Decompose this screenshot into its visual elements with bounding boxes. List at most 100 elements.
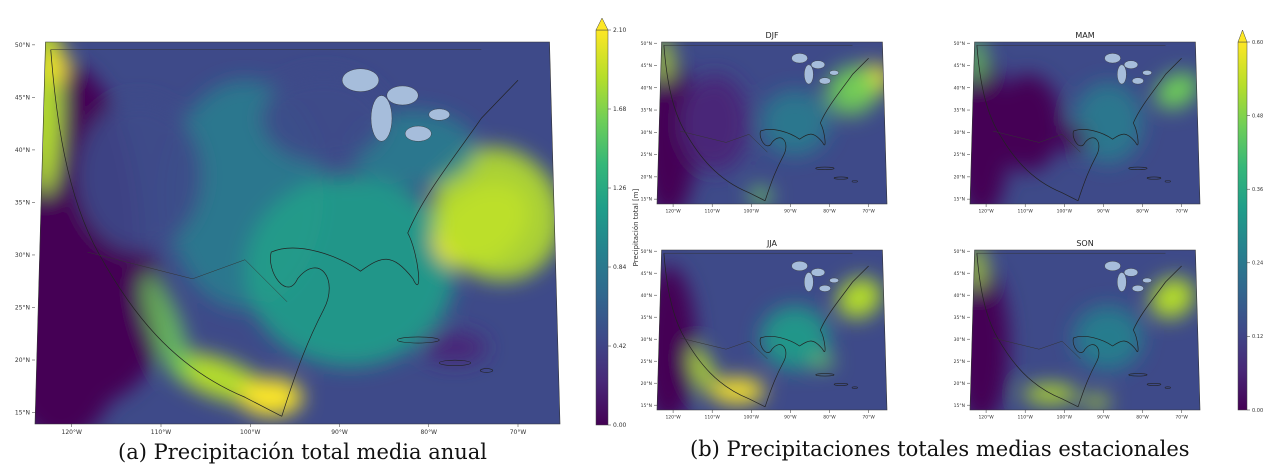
y-tick-label: 50°N: [15, 42, 30, 49]
coastline: [976, 45, 1182, 202]
precip-region: [709, 378, 766, 404]
precip-region: [970, 42, 984, 83]
lake: [404, 125, 432, 142]
precip-region: [970, 58, 1010, 204]
x-tick-label: 80°W: [420, 429, 437, 436]
lake: [791, 53, 808, 64]
colorbar-tick-label: 0.42: [613, 343, 627, 350]
panel-title: DJF: [765, 31, 779, 40]
map-frame: [34, 41, 561, 425]
island: [851, 180, 858, 183]
national-border: [87, 251, 288, 302]
precip-region: [970, 250, 984, 290]
colorbar-tick-label: 0.84: [613, 264, 627, 271]
x-tick-label: 90°W: [784, 209, 797, 215]
national-border: [992, 130, 1081, 153]
x-tick-label: 70°W: [1175, 415, 1188, 421]
colorbar-bar: [595, 29, 609, 426]
national-border: [992, 337, 1081, 359]
y-tick-label: 50°N: [954, 249, 965, 255]
seasonal-map-panels: 120°W 110°W 100°W 90°W 80°W 70°W 15°N 20°N 25°N 3…: [641, 31, 1201, 421]
seasonal-panel: 120°W 110°W 100°W 90°W 80°W 70°W 15°N 20°N 25°N 3…: [954, 239, 1201, 421]
colorbar-extend-arrow: [595, 17, 609, 31]
y-tick-label: 25°N: [15, 305, 30, 312]
colorbar-tick-label: 0.60: [1252, 40, 1263, 46]
precip-region: [691, 347, 715, 393]
lake: [829, 277, 839, 284]
x-tick-label: 100°W: [744, 209, 760, 215]
precip-region: [260, 72, 387, 165]
x-tick-label: 80°W: [1136, 415, 1149, 421]
precip-region: [1059, 126, 1088, 153]
precip-region: [35, 213, 167, 405]
y-tick-label: 40°N: [954, 85, 965, 91]
y-tick-label: 45°N: [641, 63, 652, 69]
precip-region: [1022, 384, 1079, 404]
lake: [829, 70, 839, 76]
y-tick-label: 40°N: [954, 293, 965, 299]
colorbar-tick-label: 2.10: [613, 27, 627, 34]
x-tick-label: 90°W: [784, 415, 797, 421]
y-tick-label: 45°N: [954, 271, 965, 277]
lake: [791, 261, 808, 272]
y-tick-label: 30°N: [641, 337, 652, 343]
y-tick-label: 25°N: [641, 359, 652, 365]
seasonal-colorbar: 0.000.120.240.360.480.60Precipitación to…: [1237, 29, 1263, 414]
annual-colorbar: 0.00 0.42 0.84 1.26 1.68 2.10 Precipitación to…: [595, 17, 640, 429]
precip-region: [657, 42, 671, 83]
island: [1146, 382, 1162, 386]
lake: [1104, 261, 1121, 272]
coastline: [663, 253, 869, 408]
x-tick-label: 100°W: [1057, 415, 1073, 421]
panel-title: SON: [1076, 239, 1093, 248]
y-tick-label: 15°N: [954, 197, 965, 203]
coastline: [976, 253, 1182, 408]
precip-region: [141, 274, 191, 383]
y-tick-label: 35°N: [641, 315, 652, 321]
y-tick-label: 15°N: [954, 403, 965, 409]
x-tick-label: 120°W: [978, 209, 994, 215]
precip-region: [35, 42, 62, 195]
y-tick-label: 25°N: [954, 359, 965, 365]
island: [851, 386, 858, 389]
island: [815, 166, 835, 170]
x-tick-label: 70°W: [1175, 209, 1188, 215]
precip-region: [760, 90, 830, 156]
colorbar-tick-label: 0.36: [1252, 187, 1263, 193]
lake: [1131, 284, 1144, 292]
seasonal-panel: 120°W 110°W 100°W 90°W 80°W 70°W 15°N 20°N 25°N 3…: [954, 31, 1201, 215]
y-tick-label: 40°N: [641, 293, 652, 299]
y-tick-label: 45°N: [15, 94, 30, 101]
y-tick-label: 20°N: [15, 357, 30, 364]
precip-region: [680, 74, 749, 172]
x-tick-label: 70°W: [862, 415, 875, 421]
x-tick-label: 110°W: [705, 209, 721, 215]
y-tick-label: 40°N: [15, 147, 30, 154]
lake: [386, 85, 419, 106]
colorbar-tick-label: 0.12: [1252, 334, 1263, 340]
precip-region: [993, 74, 1062, 172]
precip-region: [970, 266, 1010, 410]
precip-region: [432, 146, 560, 281]
y-tick-label: 35°N: [954, 108, 965, 114]
x-tick-label: 120°W: [665, 209, 681, 215]
x-tick-label: 120°W: [665, 415, 681, 421]
colorbar-tick-label: 0.00: [613, 422, 627, 429]
x-tick-label: 100°W: [744, 415, 760, 421]
precip-region: [749, 187, 772, 204]
y-tick-label: 35°N: [954, 315, 965, 321]
precip-region: [657, 266, 697, 410]
map-frame: [656, 249, 888, 411]
island: [479, 368, 494, 373]
x-tick-label: 120°W: [978, 415, 994, 421]
island: [1164, 386, 1171, 389]
y-tick-label: 15°N: [15, 410, 30, 417]
y-tick-label: 15°N: [641, 197, 652, 203]
island: [1128, 166, 1148, 170]
island: [1146, 176, 1162, 180]
x-tick-label: 80°W: [1136, 209, 1149, 215]
island: [833, 382, 849, 386]
caption-seasonal: (b) Precipitaciones totales medias estac…: [690, 437, 1190, 461]
y-tick-label: 20°N: [954, 381, 965, 387]
coastline: [663, 45, 869, 202]
